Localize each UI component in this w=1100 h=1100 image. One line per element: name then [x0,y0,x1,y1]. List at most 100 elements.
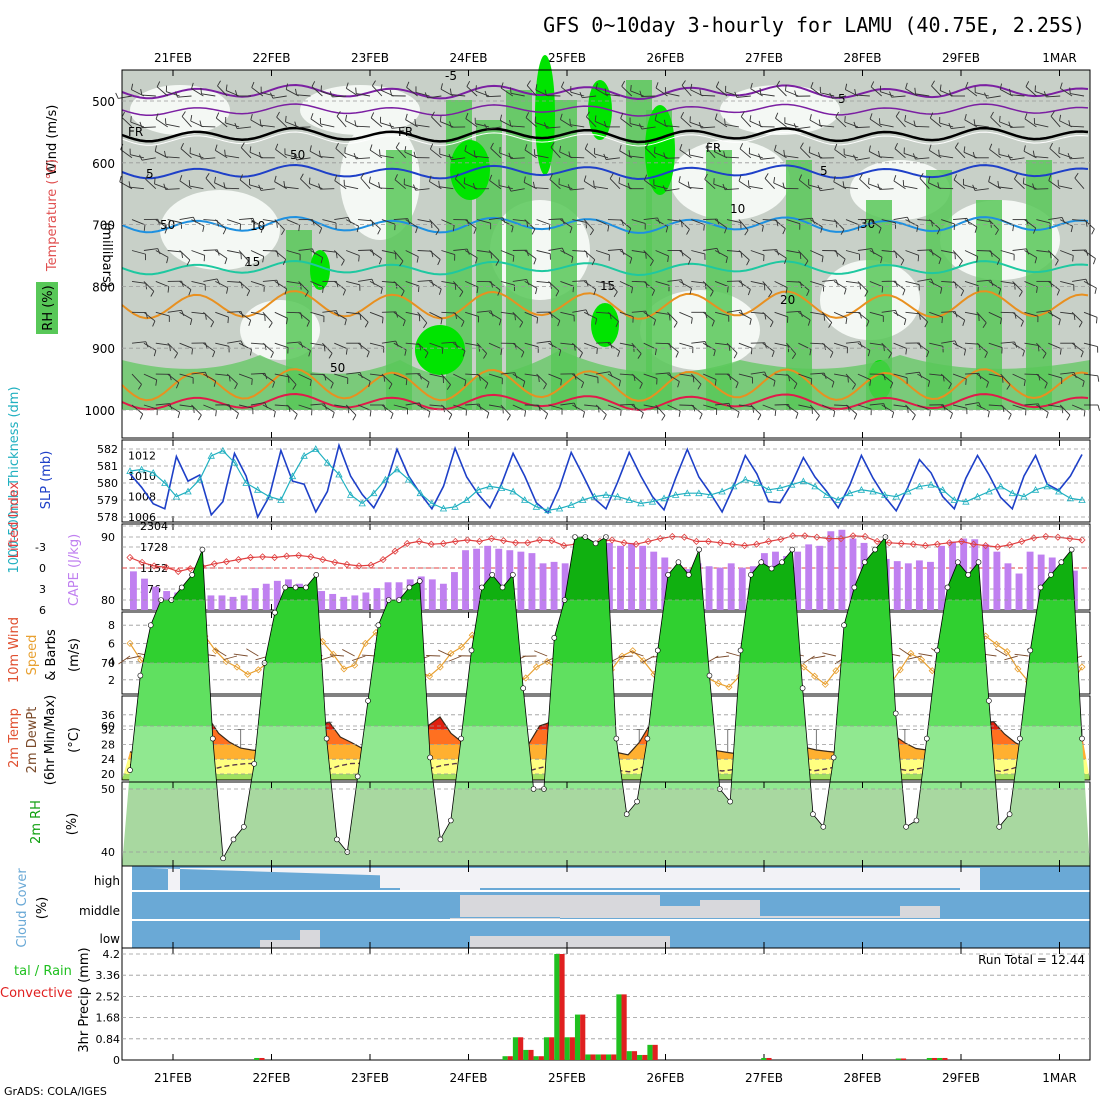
wind-barb-flag [203,255,206,262]
rh-band-low [122,852,1090,866]
wind-barb [431,116,442,128]
precip-frame [121,947,1091,1061]
thickness-point [973,492,982,500]
wind-barb [776,85,787,97]
wind-barb-flag [927,380,931,387]
thickness-point [962,497,970,505]
wind-barb-flag [663,119,666,126]
wind-barb-flag [465,112,469,119]
thickness-point [393,465,401,473]
wind-barb-flag [390,413,394,420]
wind-barb-flag [798,174,803,181]
wind-barb [855,94,870,97]
cape-bar [251,588,259,610]
wind-barb-flag [345,82,349,89]
pressure-axis-label: (millibars) [99,222,114,288]
wind-barb [964,372,980,375]
wind-barb [369,311,384,318]
wind-barb-flag [370,112,375,119]
wind-barb-flag [368,176,371,183]
wind-barb [464,250,478,259]
wind-barb [619,250,633,259]
wind-barb [1071,404,1086,411]
li-point [331,558,339,566]
wind-barb-10m [907,655,922,660]
wind-barb-flag [567,184,571,191]
wind-barb [821,342,834,353]
li-point [741,542,749,550]
precip-total-bar [574,1014,581,1060]
wind-barb-flag [169,345,171,352]
wind-barb-flag [644,174,648,181]
wind-barb-flag [972,151,976,158]
wind-barb [703,247,718,251]
thickness-point [985,487,993,495]
wind-barb [748,185,763,190]
wind-barb [584,342,598,349]
wind-barb [941,311,956,313]
cloud-high-core [380,868,980,888]
precip-total-bar [585,1054,591,1060]
wind-barb [798,281,810,291]
wind-barb-flag [764,173,769,179]
thickness-point [939,485,947,493]
wind-barb [227,340,242,344]
wind-barb-flag [775,112,779,119]
wind-barb [855,157,870,161]
wind-barb [988,404,1003,407]
wind-barb [988,181,1001,190]
wind-barb [215,250,228,259]
wind-barb-flag [679,143,683,150]
thickness-point [451,502,459,510]
wind-barb-flag [793,123,797,130]
cape-bar [152,586,160,610]
wind-barb [774,280,788,288]
wind-barb-flag [369,410,372,417]
rh-point [634,798,640,805]
rh-point [923,735,930,742]
wind-barb-flag [508,152,512,159]
contour-label: 50 [290,148,305,162]
wind-barb [548,218,563,221]
thickness-axis-label: 1000-500mb Thickness (dm) [7,386,22,573]
wind-barb [905,371,920,375]
wind-barb-flag [1025,81,1030,87]
wind-barb [345,404,357,416]
wind-barb-10m [1014,653,1029,657]
cape-bar [384,582,392,610]
wind-barb [405,342,420,345]
wind-barb [322,310,337,313]
wind-barb [631,219,646,224]
cape-bar [141,578,148,610]
wind-barb-flag [1066,414,1071,421]
wind-barb [155,403,170,406]
precip-convective-bar [580,1014,586,1060]
wind-barb [869,403,884,406]
date-label-bottom: 21FEB [154,1071,192,1085]
wind-barb [595,88,609,97]
wind-speed-point [318,638,327,646]
wind-barb [702,281,714,292]
cape-bar [473,548,481,610]
rh-point [706,672,713,679]
wind-barb-flag [224,149,226,156]
wind-barb [784,122,799,128]
wind-barb-flag [179,175,183,182]
wind-barb-flag [322,286,324,293]
wind-barb [429,342,443,349]
wind-barb-flag [251,81,255,88]
wind-barb-flag [249,146,252,153]
wind-barb-flag [868,177,870,184]
wind-barb [486,95,501,98]
rh-point [872,546,878,553]
wind-barb [917,373,930,382]
wind-barb-flag [405,379,408,386]
wind-barb [594,153,609,159]
wind-barb [274,311,288,319]
wind-barb [439,153,454,159]
wind-barb [560,402,575,406]
dewpoint-axis-label: 2m DewPt [25,707,40,774]
wind-barb [1000,373,1011,385]
wind-barb [453,311,465,322]
